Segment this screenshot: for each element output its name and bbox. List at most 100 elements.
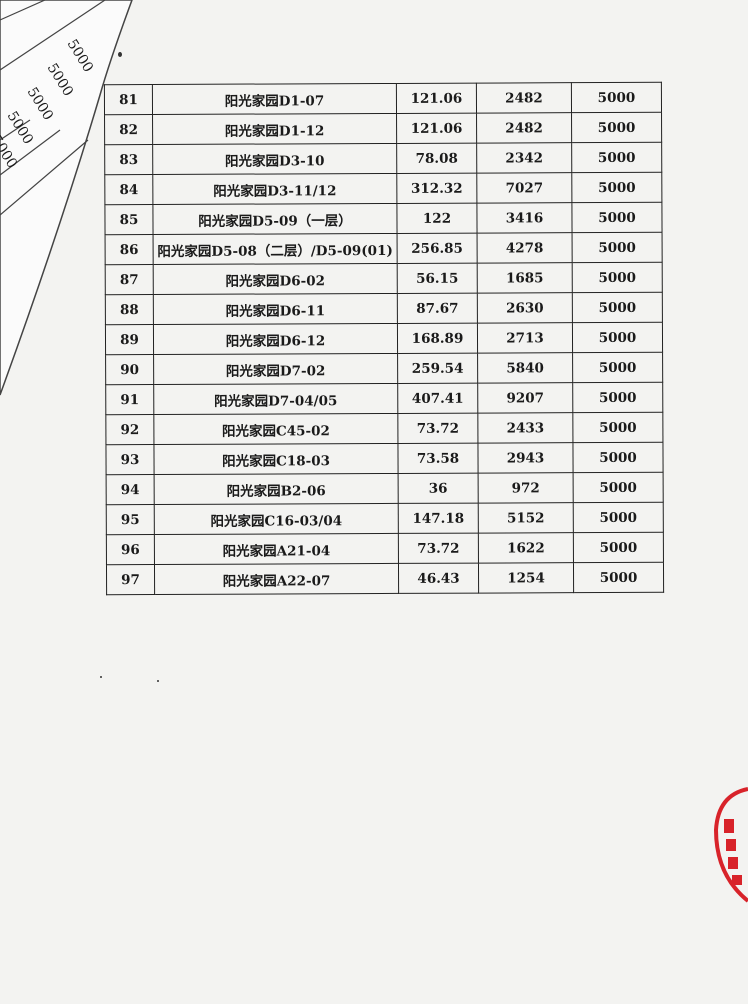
table-row: 89 阳光家园D6-12 168.89 2713 5000: [105, 322, 663, 355]
row-number-cell: 90: [105, 354, 154, 385]
property-name-cell: 阳光家园D6-11: [153, 293, 398, 325]
area-cell: 147.18: [398, 503, 479, 534]
property-name-cell: 阳光家园C18-03: [153, 443, 399, 475]
row-number-cell: 87: [105, 264, 154, 295]
row-number-cell: 96: [106, 534, 155, 565]
property-name-cell: 阳光家园D1-12: [152, 113, 397, 145]
row-number-cell: 84: [104, 174, 153, 205]
table-row: 96 阳光家园A21-04 73.72 1622 5000: [106, 532, 664, 565]
row-number-cell: 91: [105, 384, 154, 415]
property-name-cell: 阳光家园D5-09（一层）: [152, 203, 398, 235]
table-row: 86 阳光家园D5-08（二层）/D5-09(01) 256.85 4278 5000: [105, 232, 663, 265]
standard-cell: 5000: [571, 112, 662, 143]
official-seal: [713, 787, 748, 903]
amount-cell: 5840: [477, 352, 573, 384]
row-number-cell: 95: [106, 504, 155, 535]
property-name-cell: 阳光家园D7-02: [153, 353, 398, 385]
row-number-cell: 82: [104, 114, 153, 145]
area-cell: 256.85: [397, 233, 478, 264]
amount-cell: 2482: [476, 82, 572, 114]
amount-cell: 7027: [476, 172, 572, 204]
amount-cell: 5152: [478, 502, 574, 534]
previous-page-corner: [0, 0, 133, 396]
standard-cell: 5000: [572, 292, 663, 323]
standard-cell: 5000: [572, 232, 663, 263]
area-cell: 73.72: [398, 533, 479, 564]
speck: [118, 52, 122, 57]
row-number-cell: 88: [105, 294, 154, 325]
standard-cell: 5000: [573, 502, 664, 533]
amount-cell: 1622: [478, 532, 574, 564]
standard-cell: 5000: [572, 442, 664, 473]
row-number-cell: 93: [105, 444, 155, 475]
property-name-cell: 阳光家园D6-02: [153, 263, 398, 295]
area-cell: 56.15: [397, 263, 478, 294]
area-cell: 73.72: [397, 413, 478, 444]
standard-cell: 5000: [571, 202, 663, 233]
area-cell: 78.08: [396, 143, 477, 174]
property-name-cell: 阳光家园B2-06: [154, 473, 399, 505]
table-row: 82 阳光家园D1-12 121.06 2482 5000: [104, 112, 662, 145]
table-row: 92 阳光家园C45-02 73.72 2433 5000: [105, 412, 663, 445]
standard-cell: 5000: [573, 532, 664, 563]
property-name-cell: 阳光家园D6-12: [153, 323, 398, 355]
data-table: 81 阳光家园D1-07 121.06 2482 5000 82 阳光家园D1-12 121.…: [104, 82, 664, 595]
standard-cell: 5000: [572, 352, 663, 383]
property-name-cell: 阳光家园D7-04/05: [153, 383, 398, 415]
area-cell: 122: [396, 203, 478, 234]
table-row: 87 阳光家园D6-02 56.15 1685 5000: [105, 262, 663, 295]
area-cell: 73.58: [397, 443, 479, 474]
area-cell: 407.41: [397, 383, 478, 414]
standard-cell: 5000: [572, 262, 663, 293]
table-row: 97 阳光家园A22-07 46.43 1254 5000: [106, 562, 664, 595]
property-name-cell: 阳光家园C16-03/04: [154, 503, 399, 535]
seal-lettering: [724, 819, 742, 885]
amount-cell: 1685: [477, 262, 573, 294]
table-row: 93 阳光家园C18-03 73.58 2943 5000: [105, 442, 664, 475]
standard-cell: 5000: [572, 322, 663, 353]
amount-cell: 9207: [477, 382, 573, 414]
area-cell: 36: [398, 473, 479, 504]
speck: [100, 676, 102, 678]
standard-cell: 5000: [573, 472, 664, 503]
row-number-cell: 89: [105, 324, 154, 355]
row-number-cell: 81: [104, 84, 153, 115]
standard-cell: 5000: [571, 82, 662, 113]
amount-cell: 2482: [476, 112, 572, 144]
property-name-cell: 阳光家园C45-02: [153, 413, 398, 445]
row-number-cell: 86: [105, 234, 154, 265]
table-row: 94 阳光家园B2-06 36 972 5000: [106, 472, 664, 505]
table-row: 90 阳光家园D7-02 259.54 5840 5000: [105, 352, 663, 385]
amount-cell: 2713: [477, 322, 573, 354]
area-cell: 168.89: [397, 323, 478, 354]
row-number-cell: 85: [104, 204, 154, 235]
table-row: 91 阳光家园D7-04/05 407.41 9207 5000: [105, 382, 663, 415]
table-row: 81 阳光家园D1-07 121.06 2482 5000: [104, 82, 662, 115]
amount-cell: 972: [478, 472, 574, 504]
amount-cell: 3416: [476, 202, 573, 234]
standard-cell: 5000: [571, 142, 662, 173]
property-name-cell: 阳光家园D1-07: [152, 83, 397, 115]
amount-cell: 4278: [477, 232, 573, 264]
area-cell: 312.32: [396, 173, 477, 204]
row-number-cell: 92: [105, 414, 154, 445]
area-cell: 46.43: [398, 563, 479, 594]
standard-cell: 5000: [573, 562, 664, 593]
property-name-cell: 阳光家园A21-04: [154, 533, 399, 565]
property-name-cell: 阳光家园D5-08（二层）/D5-09(01): [153, 233, 398, 265]
area-cell: 259.54: [397, 353, 478, 384]
table-row: 88 阳光家园D6-11 87.67 2630 5000: [105, 292, 663, 325]
speck: [157, 680, 159, 682]
area-cell: 121.06: [396, 83, 477, 114]
standard-cell: 5000: [571, 172, 662, 203]
area-cell: 121.06: [396, 113, 477, 144]
table-row: 95 阳光家园C16-03/04 147.18 5152 5000: [106, 502, 664, 535]
amount-cell: 2342: [476, 142, 572, 174]
property-name-cell: 阳光家园A22-07: [154, 563, 399, 595]
table-row: 83 阳光家园D3-10 78.08 2342 5000: [104, 142, 662, 175]
amount-cell: 2943: [477, 442, 574, 474]
property-name-cell: 阳光家园D3-11/12: [152, 173, 397, 205]
standard-cell: 5000: [572, 382, 663, 413]
property-name-cell: 阳光家园D3-10: [152, 143, 397, 175]
row-number-cell: 94: [106, 474, 155, 505]
